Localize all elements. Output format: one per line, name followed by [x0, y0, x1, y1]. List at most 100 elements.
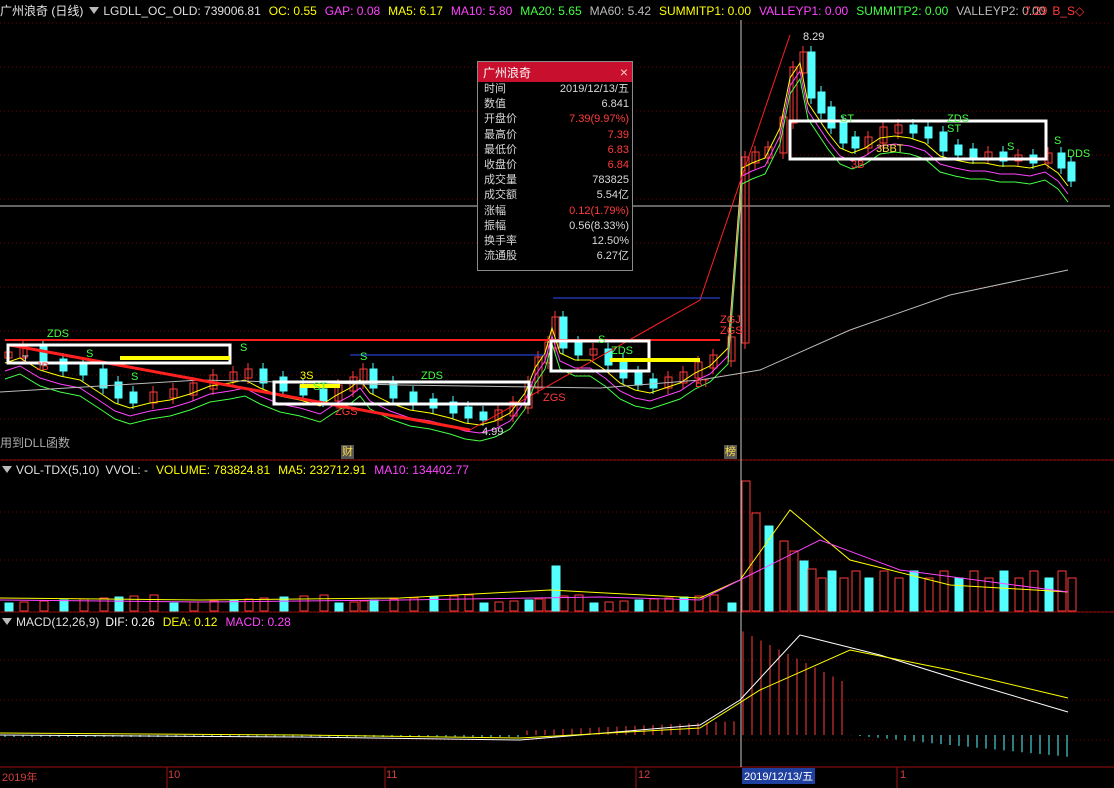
candle-body: [494, 409, 503, 421]
candle-body: [634, 371, 643, 386]
candle-body: [924, 126, 933, 139]
volume-bar: [494, 601, 504, 612]
volume-bar: [551, 565, 561, 612]
volume-bar: [817, 577, 827, 612]
volume-bar: [954, 577, 964, 612]
volume-bar: [479, 602, 489, 612]
tooltip-header: 广州浪奇 ×: [478, 62, 632, 82]
candle-body: [1057, 152, 1066, 169]
tooltip-row: 收盘价 6.84: [478, 158, 632, 173]
st-label: ST: [840, 113, 855, 125]
st-label: ST: [947, 123, 962, 135]
candle-body: [574, 341, 583, 356]
tooltip-key: 振幅: [484, 219, 506, 232]
tooltip-key: 最高价: [484, 128, 517, 141]
chevron-down-icon[interactable]: [89, 7, 100, 14]
tooltip-value: 2019/12/13/五: [559, 83, 629, 95]
chevron-down-icon[interactable]: [2, 618, 12, 625]
volume-bar: [664, 597, 674, 612]
candle-body: [464, 406, 473, 419]
right-value-group: 7.29 B_S◇: [1024, 1, 1092, 20]
volume-bar: [1029, 570, 1039, 612]
s-label: S: [131, 371, 139, 383]
volume-bar: [409, 597, 419, 612]
stock-title[interactable]: 广州浪奇 (日线): [0, 4, 84, 18]
zgs-label: ZGS: [335, 406, 358, 418]
volume-bar: [727, 602, 737, 612]
candle-body: [679, 371, 688, 384]
tooltip-value: 6.84: [607, 158, 629, 171]
dif-line: [0, 634, 1069, 741]
candle-body: [99, 368, 108, 389]
ma5-line: [4, 61, 1069, 426]
x-axis-label: 11: [386, 769, 398, 781]
chevron-down-icon[interactable]: [2, 466, 12, 473]
volume-bar: [389, 598, 399, 612]
candle-body: [864, 136, 873, 149]
s-label: S: [1007, 141, 1015, 153]
zgs-label: ZGS: [543, 392, 566, 404]
volume-bar: [924, 577, 934, 612]
tooltip-value: 783825: [592, 174, 629, 187]
candle-body: [709, 354, 718, 369]
candle-body: [999, 151, 1008, 162]
indicator-8: VALLEYP1: 0.00: [759, 3, 849, 18]
s-label: S: [1054, 135, 1062, 147]
candle-body: [169, 388, 178, 399]
volume-bar: [879, 570, 889, 612]
volume-bar: [259, 597, 269, 612]
volume-bar: [574, 594, 584, 612]
st-label: ST: [313, 381, 328, 393]
volume-bar: [1014, 577, 1024, 612]
bs-tag[interactable]: B_S◇: [1052, 3, 1085, 18]
volume-bar: [279, 596, 289, 612]
x-axis-label: 10: [168, 769, 181, 781]
s-label: S: [240, 342, 248, 354]
bt-label: BT: [695, 378, 710, 390]
finance-badge[interactable]: 财: [341, 445, 354, 459]
s-label: S: [598, 334, 606, 346]
volume-bar: [359, 600, 369, 612]
candle-body: [807, 51, 816, 99]
low-price-label: 4.99: [482, 426, 504, 438]
volume-bar: [694, 595, 704, 612]
price-tooltip: 广州浪奇 × 时间 2019/12/13/五 数值 6.841 开盘价 7.39(9.97…: [477, 61, 633, 271]
s-label: S: [360, 351, 368, 363]
volume-bar: [999, 570, 1009, 612]
three-bbt-label: 3BBT: [876, 143, 904, 155]
candle-body: [559, 316, 568, 349]
volume-indicator-bar: VOL-TDX(5,10) VVOL: - VOLUME: 783824.81 …: [0, 460, 1114, 479]
tooltip-value: 7.39(9.97%): [569, 113, 629, 126]
tooltip-title: 广州浪奇: [483, 65, 532, 80]
indicator-5: MA20: 5.65: [520, 3, 582, 18]
vol-ma5-line: [0, 509, 1069, 601]
candle-body: [479, 411, 488, 421]
zgj-label: ZGJ: [720, 314, 741, 326]
high-price-label: 8.29: [803, 31, 825, 43]
macd-indicator-bar: MACD(12,26,9) DIF: 0.26 DEA: 0.12 MACD: …: [0, 612, 1114, 631]
volume-bar: [59, 599, 69, 612]
candle-body: [954, 144, 963, 156]
close-icon[interactable]: ×: [619, 64, 628, 80]
vol-indicator-3: MA10: 134402.77: [374, 462, 469, 477]
candle-body: [604, 348, 613, 366]
candle-body: [839, 121, 848, 144]
tooltip-value: 12.50%: [591, 234, 629, 247]
indicator-3: MA5: 6.17: [388, 3, 443, 18]
tooltip-key: 收盘价: [484, 158, 517, 171]
volume-bar: [589, 602, 599, 612]
tooltip-row: 换手率 12.50%: [478, 234, 632, 249]
tooltip-value: 6.83: [607, 143, 629, 156]
candle-body: [369, 368, 378, 389]
volume-bar: [634, 599, 644, 612]
billboard-badge[interactable]: 榜: [724, 445, 737, 459]
x-axis-label: 2019年: [2, 772, 38, 784]
tooltip-row: 最低价 6.83: [478, 143, 632, 158]
pattern-box: [6, 343, 232, 365]
vol-indicator-0: VVOL: -: [105, 462, 149, 477]
indicator-7: SUMMITP1: 0.00: [659, 3, 752, 18]
macd-panel-name[interactable]: MACD(12,26,9): [16, 614, 100, 629]
volume-panel-name[interactable]: VOL-TDX(5,10): [16, 462, 100, 477]
candle-body: [727, 336, 736, 362]
